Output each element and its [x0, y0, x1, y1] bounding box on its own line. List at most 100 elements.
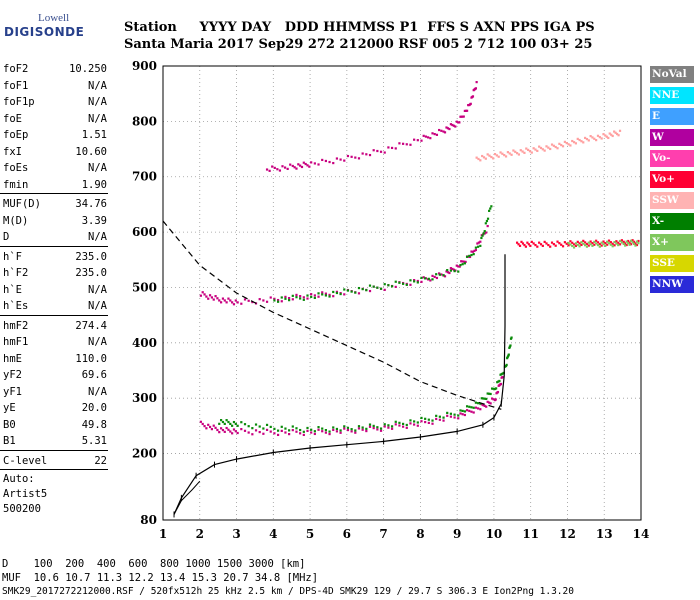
param-value: 69.6	[81, 369, 107, 381]
param-name: foEs	[3, 162, 29, 174]
echo-point	[484, 222, 487, 225]
echo-point	[596, 134, 600, 137]
echo-point	[497, 155, 500, 158]
legend-item-x: X+	[650, 234, 694, 251]
echo-point	[332, 428, 335, 432]
param-value: 5.31	[81, 435, 107, 447]
echo-point	[383, 425, 386, 428]
echo-point	[461, 115, 464, 118]
echo-point	[468, 409, 471, 413]
echo-point	[578, 138, 581, 142]
x-tick-label: 8	[416, 527, 424, 541]
param-name: h`F2	[3, 267, 29, 279]
echo-point	[365, 153, 368, 156]
echo-point	[354, 156, 357, 159]
echo-point	[446, 269, 449, 272]
echo-point	[624, 244, 627, 247]
echo-point	[604, 134, 607, 137]
echo-point	[413, 423, 416, 426]
echo-point	[433, 275, 436, 279]
echo-point	[485, 405, 488, 408]
echo-point	[240, 302, 243, 305]
echo-point	[310, 161, 313, 164]
x-tick-label: 7	[379, 527, 387, 541]
echo-point	[587, 244, 590, 247]
echo-point	[523, 151, 526, 154]
echo-point	[495, 387, 498, 390]
echo-point	[539, 243, 543, 246]
param-row-yf2: yF2 69.6	[3, 368, 107, 382]
echo-point	[302, 161, 305, 164]
param-name: foF2	[3, 63, 29, 75]
echo-point	[567, 244, 570, 247]
echo-point	[463, 109, 466, 112]
echo-point	[501, 372, 504, 375]
echo-point	[251, 427, 254, 430]
auto-scaling-info: Artist5	[3, 488, 48, 500]
echo-point	[472, 253, 475, 256]
echo-point	[227, 297, 230, 300]
echo-point	[429, 137, 432, 140]
echo-point	[507, 353, 510, 356]
echo-point	[313, 430, 316, 433]
echo-point	[229, 299, 232, 302]
echo-point	[509, 344, 512, 347]
echo-point	[451, 267, 454, 271]
echo-point	[207, 297, 210, 300]
echo-point	[506, 355, 509, 359]
echo-point	[413, 280, 416, 283]
echo-point	[420, 139, 423, 142]
echo-point	[324, 294, 327, 297]
echo-point	[210, 296, 213, 299]
echo-point	[335, 157, 339, 160]
param-value: N/A	[88, 336, 107, 348]
echo-point	[476, 242, 479, 245]
echo-point	[339, 431, 342, 434]
echo-point	[549, 245, 552, 248]
echo-point	[405, 426, 408, 429]
echo-point	[350, 428, 353, 431]
echo-point	[530, 151, 533, 154]
echo-point	[442, 419, 445, 422]
echo-point	[471, 250, 475, 253]
echo-point	[474, 406, 478, 409]
echo-point	[357, 292, 361, 295]
param-name: B1	[3, 435, 16, 447]
echo-point	[328, 430, 331, 433]
echo-point	[295, 167, 298, 170]
echo-point	[199, 294, 202, 297]
echo-point	[321, 427, 324, 430]
echo-point	[453, 413, 456, 416]
echo-point	[607, 242, 611, 245]
echo-point	[507, 354, 510, 357]
echo-point	[591, 244, 594, 247]
echo-point	[494, 398, 497, 401]
echo-point	[479, 408, 482, 411]
echo-point	[515, 241, 519, 244]
echo-point	[471, 95, 475, 98]
echo-point	[438, 415, 441, 418]
param-value: 20.0	[81, 402, 107, 414]
echo-point	[295, 296, 298, 299]
echo-point	[284, 297, 287, 300]
echo-point	[462, 115, 465, 118]
echo-point	[310, 428, 313, 431]
echo-point	[443, 275, 447, 278]
echo-point	[585, 245, 589, 248]
echo-point	[291, 429, 294, 432]
legend-item-ssw: SSW	[650, 192, 694, 209]
echo-point	[365, 427, 368, 430]
echo-point	[536, 245, 539, 248]
echo-point	[615, 242, 618, 245]
echo-point	[508, 152, 511, 155]
echo-point	[554, 145, 557, 149]
echo-point	[442, 416, 445, 419]
echo-point	[273, 432, 276, 435]
echo-point	[479, 244, 482, 247]
echo-point	[346, 426, 350, 429]
echo-point	[527, 148, 530, 152]
param-name: hmF2	[3, 319, 29, 332]
param-name: h`F	[3, 250, 22, 263]
legend-item-sse: SSE	[650, 255, 694, 272]
echo-point	[481, 234, 484, 237]
